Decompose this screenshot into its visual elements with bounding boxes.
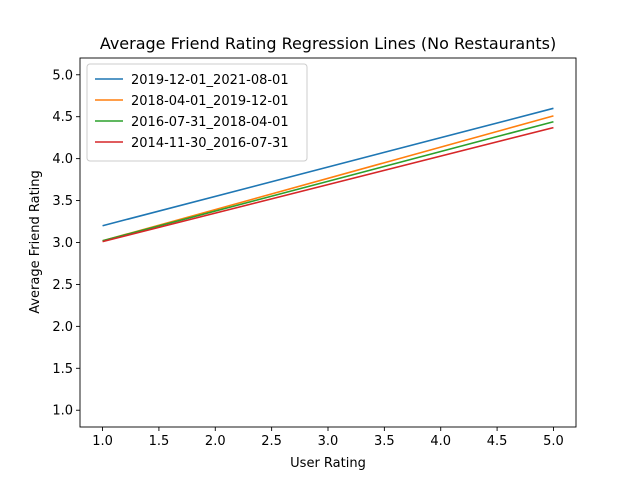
y-tick-label: 4.0 <box>52 152 73 167</box>
x-tick-label: 5.0 <box>543 434 564 449</box>
y-tick-label: 1.5 <box>52 362 73 377</box>
y-tick-label: 2.0 <box>52 320 73 335</box>
x-tick-label: 3.5 <box>374 434 395 449</box>
legend-label: 2019-12-01_2021-08-01 <box>131 73 289 88</box>
y-tick-label: 4.5 <box>52 110 73 125</box>
legend-label: 2014-11-30_2016-07-31 <box>131 136 289 151</box>
x-tick-label: 4.0 <box>430 434 451 449</box>
legend-label: 2016-07-31_2018-04-01 <box>131 115 289 130</box>
chart-title: Average Friend Rating Regression Lines (… <box>100 34 556 53</box>
y-tick-label: 3.0 <box>52 236 73 251</box>
y-axis-label: Average Friend Rating <box>28 170 43 314</box>
series-line-1 <box>102 115 554 242</box>
y-tick-label: 1.0 <box>52 404 73 419</box>
x-tick-label: 3.0 <box>318 434 339 449</box>
plot-area: 1.0 1.5 2.0 2.5 3.0 3.5 4.0 4.5 5.0 1.0 1.5 2.0 2.5 3… <box>52 57 577 449</box>
series-line-3 <box>102 126 554 243</box>
x-tick-label: 1.5 <box>149 434 170 449</box>
legend: 2019-12-01_2021-08-01 2018-04-01_2019-12-… <box>86 63 308 162</box>
series-line-0 <box>102 107 554 227</box>
x-tick-label: 2.5 <box>261 434 282 449</box>
y-tick-label: 3.5 <box>52 194 73 209</box>
legend-label: 2018-04-01_2019-12-01 <box>131 94 289 109</box>
x-tick-label: 4.5 <box>487 434 508 449</box>
series-line-2 <box>102 120 554 242</box>
y-tick-label: 2.5 <box>52 278 73 293</box>
y-tick-label: 5.0 <box>52 68 73 83</box>
legend-box <box>86 63 308 162</box>
x-tick-label: 2.0 <box>205 434 226 449</box>
x-tick-label: 1.0 <box>92 434 113 449</box>
x-axis-label: User Rating <box>290 456 366 471</box>
